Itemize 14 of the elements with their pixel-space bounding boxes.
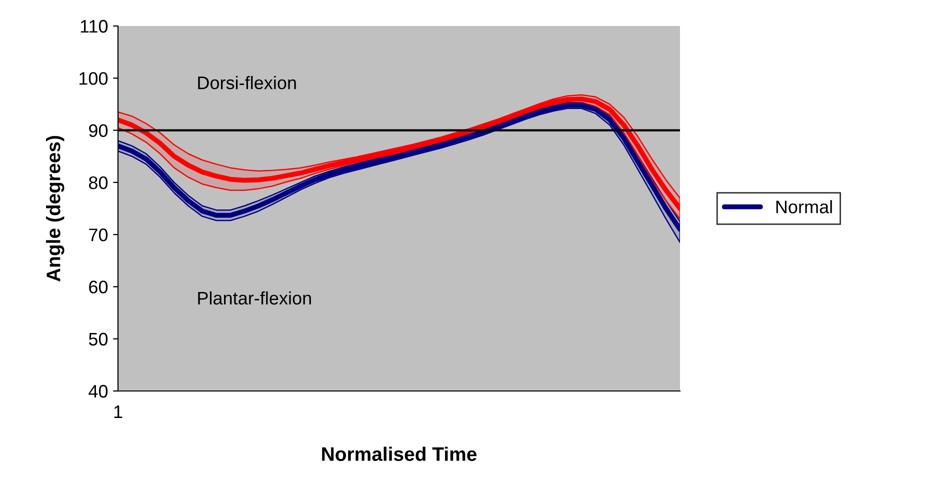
annotation: Dorsi-flexion [198,76,296,90]
legend-label: Normal [776,200,832,214]
y-tick-label: 40 [88,384,108,398]
y-tick-label: 50 [88,332,108,346]
annotation: Plantar-flexion [198,291,311,305]
x-axis-title: Normalised Time [322,446,477,462]
y-tick-label: 60 [89,280,108,294]
y-tick-label: 70 [89,228,108,242]
y-tick-label: 90 [89,124,108,138]
y-tick-label: 110 [80,20,108,33]
y-tick-label: 80 [88,176,108,190]
y-tick-label: 100 [80,72,108,85]
x-tick-label: 1 [114,406,122,418]
y-axis-title: Angle (degrees) [46,136,64,282]
